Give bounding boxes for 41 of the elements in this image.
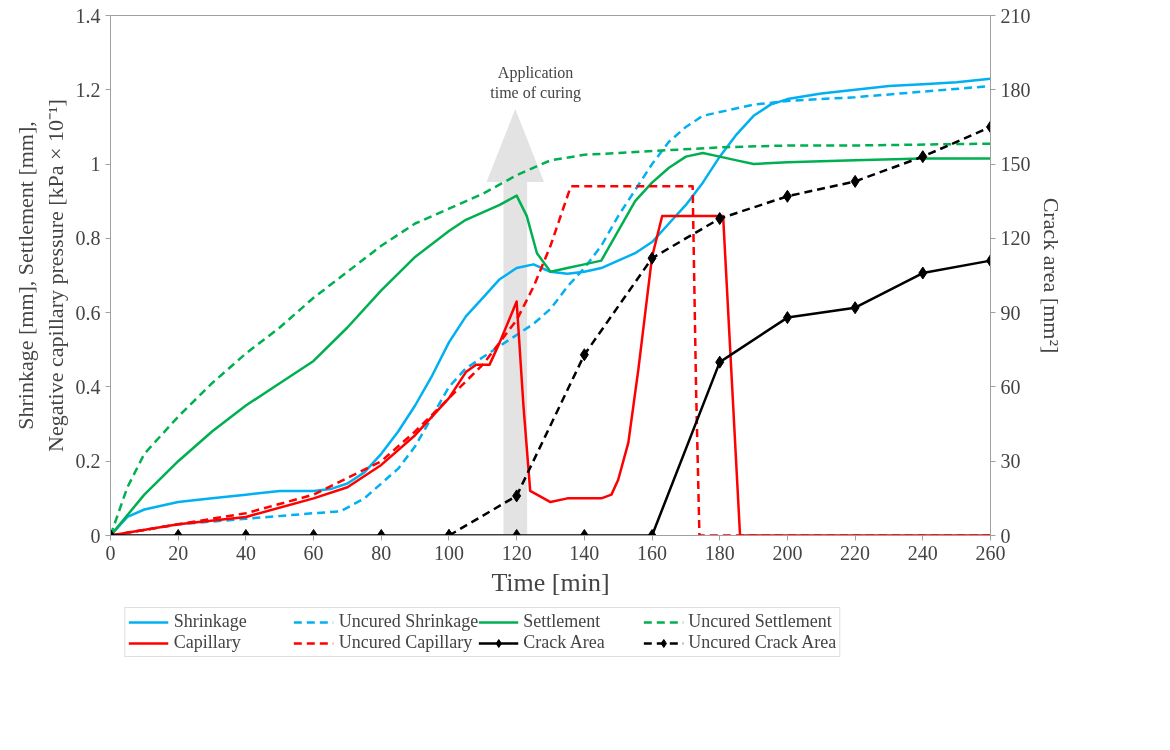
y-tick-label: 0.8 (75, 227, 101, 250)
x-tick-label: 0 (105, 541, 116, 564)
x-tick-label: 240 (907, 541, 938, 564)
y-tick-label: 1.2 (75, 78, 101, 101)
y2-tick-label: 60 (1000, 375, 1021, 398)
y-tick-label: 0.2 (75, 450, 101, 473)
x-tick-label: 180 (704, 541, 735, 564)
x-tick-label: 200 (772, 541, 803, 564)
x-axis-title: Time [min] (491, 567, 610, 597)
y-tick-label: 0 (90, 524, 101, 547)
y-tick-label: 0.4 (75, 375, 101, 398)
x-tick-label: 140 (569, 541, 600, 564)
y2-tick-label: 30 (1000, 450, 1021, 473)
legend-label: Uncured Shrinkage (338, 611, 479, 632)
legend-label: Capillary (173, 632, 242, 653)
x-tick-label: 40 (235, 541, 256, 564)
x-tick-label: 60 (303, 541, 324, 564)
x-tick-label: 120 (501, 541, 532, 564)
legend-label: Uncured Capillary (338, 632, 473, 653)
y2-tick-label: 180 (1000, 78, 1031, 101)
legend-label: Settlement (523, 611, 602, 632)
y2-tick-label: 0 (1000, 524, 1011, 547)
x-tick-label: 220 (840, 541, 871, 564)
y-tick-label: 1 (90, 153, 101, 176)
y2-axis-title: Crack area [mm²] (1038, 197, 1064, 354)
y-tick-label: 0.6 (75, 301, 101, 324)
legend-label: Crack Area (523, 632, 606, 653)
legend-label: Uncured Crack Area (688, 632, 837, 653)
y2-tick-label: 150 (1000, 153, 1031, 176)
y2-tick-label: 210 (1000, 4, 1031, 27)
y-tick-label: 1.4 (75, 4, 101, 27)
legend-label: Uncured Settlement (688, 611, 832, 632)
x-tick-label: 20 (168, 541, 189, 564)
x-tick-label: 80 (371, 541, 392, 564)
annotation: Application time of curing (490, 63, 581, 103)
y2-tick-label: 90 (1000, 301, 1021, 324)
x-tick-label: 100 (433, 541, 464, 564)
y-axis-title: Shrinkage [mm], Settlement [mm], Negative capillary pressure [kPa × 10⁻¹] (12, 99, 68, 452)
x-tick-label: 160 (637, 541, 668, 564)
legend-label: Shrinkage (173, 611, 248, 632)
y2-tick-label: 120 (1000, 227, 1031, 250)
